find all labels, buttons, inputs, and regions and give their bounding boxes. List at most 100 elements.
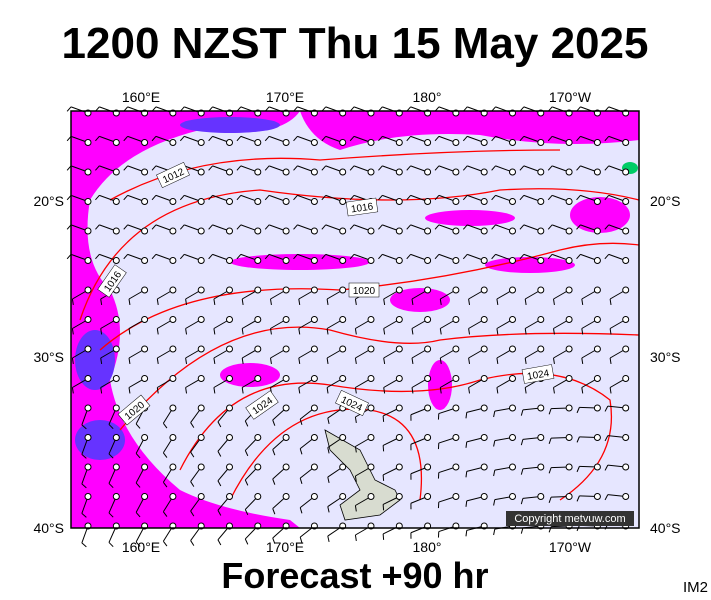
- rain-area: [425, 210, 515, 226]
- label-box: [345, 197, 379, 217]
- barb-flag: [434, 136, 440, 142]
- barb-station: [424, 463, 432, 471]
- barb-flag: [326, 357, 329, 365]
- barb-station: [367, 434, 375, 441]
- barb-flag: [327, 447, 330, 454]
- barb-station: [593, 316, 601, 323]
- wind-barbs: [66, 106, 630, 548]
- barb-station: [197, 286, 205, 294]
- barb-flag: [100, 387, 103, 394]
- barb-station: [141, 493, 149, 500]
- barb-flag: [383, 298, 386, 306]
- barb-flag: [95, 195, 100, 201]
- barb-station: [622, 493, 630, 500]
- rain-area: [428, 360, 452, 410]
- map-frame: [70, 110, 640, 529]
- barb-station: [112, 493, 120, 500]
- barb-station: [480, 227, 488, 235]
- barb-flag: [299, 477, 303, 484]
- barb-station: [282, 375, 290, 382]
- barb-flag: [156, 387, 159, 394]
- barb-station: [339, 257, 347, 264]
- barb-station: [84, 463, 92, 471]
- barb-flag: [604, 435, 609, 442]
- barb-flag: [326, 387, 329, 394]
- barb-station: [282, 227, 290, 235]
- barb-station: [452, 286, 460, 294]
- barb-station: [197, 139, 205, 146]
- barb-station: [537, 345, 545, 353]
- barb-flag: [349, 254, 355, 260]
- barb-station: [565, 198, 573, 205]
- barb-flag: [272, 508, 276, 515]
- isobar-label: 1016: [350, 201, 374, 215]
- barb-flag: [326, 298, 329, 306]
- barb-flag: [179, 195, 185, 201]
- new-zealand: [324, 429, 401, 521]
- barb-flag: [190, 481, 195, 487]
- barb-station: [84, 139, 92, 146]
- barb-flag: [491, 165, 496, 171]
- barb-flag: [519, 165, 525, 171]
- barb-flag: [520, 527, 524, 534]
- barb-station: [310, 168, 318, 176]
- barb-station: [565, 227, 573, 235]
- barb-station: [197, 168, 205, 176]
- barb-station: [141, 168, 149, 176]
- copyright: Copyright metvuw.com: [514, 513, 625, 525]
- barb-flag: [349, 165, 355, 171]
- label-box: [156, 161, 190, 189]
- barb-flag: [123, 224, 129, 230]
- barb-flag: [264, 136, 270, 142]
- barb-flag: [547, 224, 553, 230]
- rain-area: [300, 111, 639, 150]
- barb-station: [254, 168, 262, 176]
- barb-station: [565, 139, 573, 146]
- barb-station: [254, 198, 262, 205]
- barb-station: [565, 168, 573, 176]
- barb-station: [169, 404, 177, 412]
- barb-station: [593, 198, 601, 205]
- barb-station: [367, 316, 375, 323]
- barb-station: [509, 286, 516, 294]
- barb-station: [537, 493, 545, 500]
- barb-station: [593, 375, 601, 382]
- barb-station: [339, 227, 347, 235]
- barb-station: [112, 198, 120, 205]
- barb-flag: [135, 453, 141, 459]
- barb-station: [367, 463, 375, 471]
- barb-station: [537, 198, 545, 205]
- lat-label: 30°S: [650, 349, 681, 365]
- barb-station: [509, 345, 516, 353]
- barb-flag: [378, 224, 383, 230]
- barb-station: [112, 345, 120, 353]
- barb-flag: [576, 495, 580, 502]
- barb-station: [593, 345, 601, 353]
- barb-station: [622, 404, 630, 412]
- barb-flag: [270, 328, 272, 335]
- barb-station: [424, 286, 432, 294]
- barb-station: [509, 168, 516, 176]
- barb-station: [226, 139, 233, 146]
- barb-station: [310, 404, 318, 412]
- barb-flag: [241, 357, 244, 365]
- barb-flag: [213, 357, 216, 365]
- barb-station: [339, 139, 347, 146]
- barb-station: [169, 434, 177, 441]
- barb-flag: [434, 224, 440, 230]
- barb-flag: [162, 540, 168, 547]
- barb-station: [452, 463, 460, 471]
- barb-station: [480, 257, 488, 264]
- barb-flag: [547, 136, 553, 142]
- barb-flag: [519, 224, 525, 230]
- barb-flag: [185, 328, 188, 335]
- barb-station: [565, 345, 573, 353]
- barb-station: [509, 434, 516, 441]
- barb-station: [565, 434, 573, 441]
- barb-station: [593, 139, 601, 146]
- barb-flag: [208, 136, 213, 142]
- barb-flag: [576, 407, 580, 414]
- barb-flag: [241, 387, 244, 394]
- barb-station: [112, 434, 120, 441]
- barb-station: [169, 345, 177, 353]
